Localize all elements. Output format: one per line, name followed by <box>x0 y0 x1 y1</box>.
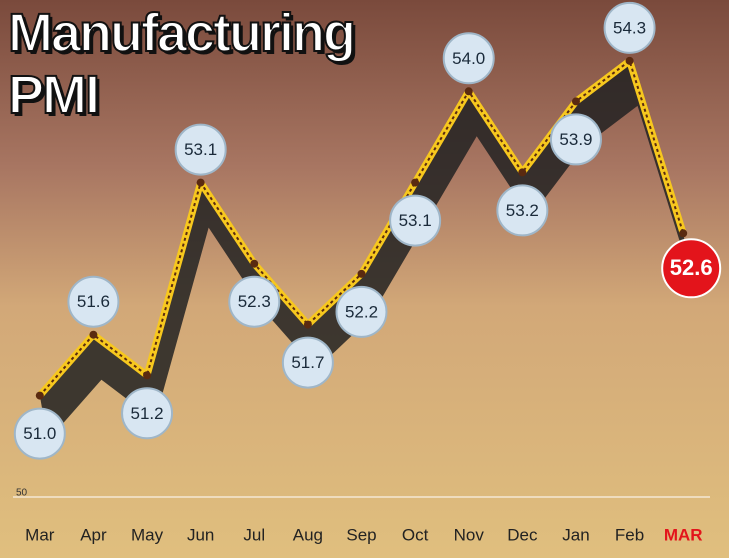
data-label: 53.1 <box>399 211 432 230</box>
x-tick-label: Oct <box>402 525 429 544</box>
point <box>571 97 580 106</box>
x-tick-label: Apr <box>80 525 107 544</box>
label-bubble <box>335 285 388 338</box>
x-tick-label: Jan <box>562 525 589 544</box>
point <box>196 178 205 187</box>
point <box>143 371 152 380</box>
point <box>411 178 420 187</box>
chart-title: Manufacturing PMI <box>7 2 357 126</box>
data-label: 51.0 <box>23 424 56 443</box>
point <box>303 320 312 329</box>
data-label: 53.9 <box>559 130 592 149</box>
point <box>518 168 527 177</box>
label-bubble <box>67 275 120 328</box>
data-label: 52.2 <box>345 302 378 321</box>
data-label: 51.6 <box>77 292 110 311</box>
point <box>625 56 634 65</box>
data-label: 52.6 <box>670 255 713 280</box>
data-label: 51.2 <box>130 404 163 423</box>
ribbon-shadow <box>39 60 692 441</box>
x-tick-label: Dec <box>507 525 538 544</box>
data-label: 52.3 <box>238 292 271 311</box>
label-bubble <box>228 275 281 328</box>
label-bubble <box>603 1 656 54</box>
data-label: 54.3 <box>613 18 646 37</box>
label-bubble <box>389 194 442 247</box>
data-label: 53.2 <box>506 201 539 220</box>
label-bubble <box>661 238 722 299</box>
y-tick-label: 50 <box>16 488 28 499</box>
x-tick-label: Feb <box>615 525 644 544</box>
x-tick-label: Jul <box>243 525 265 544</box>
label-bubble <box>496 184 549 237</box>
point <box>464 87 473 96</box>
point <box>89 330 98 339</box>
point <box>357 269 366 278</box>
x-tick-label: MAR <box>664 525 703 544</box>
x-tick-label: Nov <box>454 525 485 544</box>
label-bubble <box>549 113 602 166</box>
x-tick-label: Jun <box>187 525 214 544</box>
point <box>679 229 688 238</box>
point <box>35 391 44 400</box>
data-label: 51.7 <box>291 353 324 372</box>
label-bubble <box>442 32 495 85</box>
label-bubble <box>121 387 174 440</box>
x-tick-label: May <box>131 525 164 544</box>
label-bubble <box>13 407 66 460</box>
x-tick-label: Sep <box>346 525 376 544</box>
data-label: 53.1 <box>184 140 217 159</box>
label-bubble <box>174 123 227 176</box>
point <box>250 259 259 268</box>
x-tick-label: Aug <box>293 525 323 544</box>
label-bubble <box>281 336 334 389</box>
data-label: 54.0 <box>452 49 485 68</box>
x-tick-label: Mar <box>25 525 55 544</box>
